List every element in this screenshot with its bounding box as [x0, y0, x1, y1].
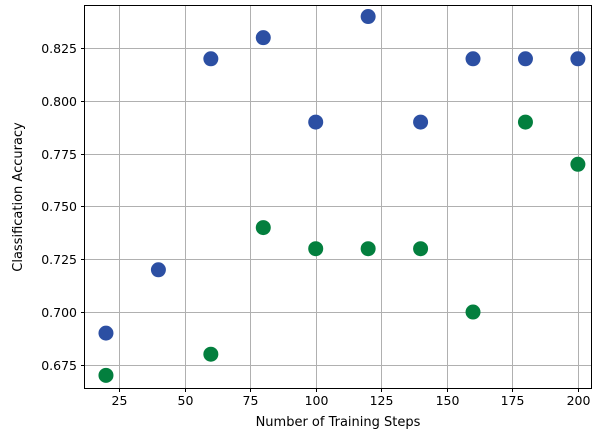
data-point-series-2 — [570, 156, 586, 172]
data-point-series-1 — [517, 51, 533, 67]
x-tick-label: 75 — [243, 393, 259, 408]
data-point-series-2 — [360, 241, 376, 257]
y-tick-label: 0.675 — [41, 358, 77, 373]
data-point-series-2 — [465, 304, 481, 320]
x-tick-label: 50 — [178, 393, 194, 408]
data-point-series-1 — [203, 51, 219, 67]
data-point-series-1 — [360, 9, 376, 25]
plot-frame — [84, 5, 592, 389]
data-point-series-1 — [308, 114, 324, 130]
data-point-series-1 — [465, 51, 481, 67]
x-tick-label: 200 — [567, 393, 591, 408]
y-tick-label: 0.775 — [41, 147, 77, 162]
y-tick-label: 0.725 — [41, 252, 77, 267]
data-point-series-1 — [98, 325, 114, 341]
x-axis-label: Number of Training Steps — [256, 415, 421, 430]
x-tick-label: 125 — [370, 393, 394, 408]
data-point-series-2 — [308, 241, 324, 257]
data-points — [98, 9, 586, 383]
x-tick-label: 150 — [436, 393, 460, 408]
axis-ticks: 25 50 75 100 125 150 175 200 0.675 0.700 0.725 0.75… — [41, 41, 590, 408]
y-tick-label: 0.825 — [41, 41, 77, 56]
x-tick-label: 175 — [501, 393, 525, 408]
data-point-series-1 — [413, 114, 429, 130]
data-point-series-2 — [203, 346, 219, 362]
data-point-series-2 — [98, 367, 114, 383]
data-point-series-1 — [150, 262, 166, 278]
grid-lines — [85, 6, 591, 388]
data-point-series-2 — [255, 220, 271, 236]
data-point-series-2 — [517, 114, 533, 130]
x-tick-label: 25 — [112, 393, 128, 408]
x-tick-label: 100 — [305, 393, 329, 408]
data-point-series-1 — [570, 51, 586, 67]
y-axis-label: Classification Accuracy — [11, 122, 26, 272]
data-point-series-1 — [255, 30, 271, 46]
y-tick-label: 0.800 — [41, 94, 77, 109]
data-point-series-2 — [413, 241, 429, 257]
y-tick-label: 0.700 — [41, 305, 77, 320]
y-tick-label: 0.750 — [41, 199, 77, 214]
